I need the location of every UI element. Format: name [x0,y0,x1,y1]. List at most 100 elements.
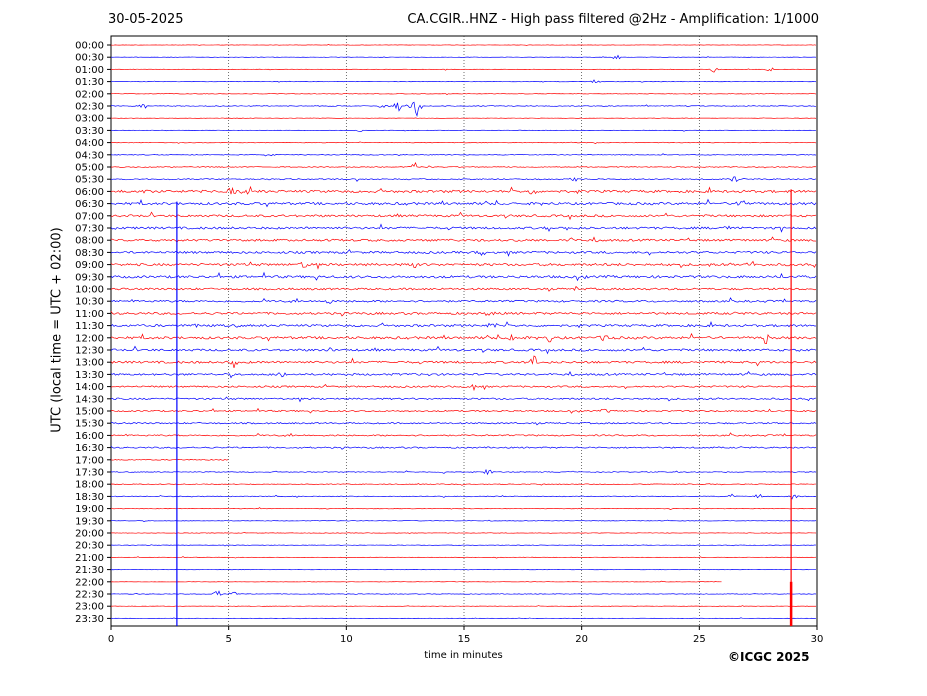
y-tick-label: 16:00 [75,431,104,442]
y-tick-label: 11:30 [75,321,104,332]
y-tick-label: 07:00 [75,211,104,222]
trace-row [110,67,817,73]
x-tick-label: 25 [693,634,706,645]
y-tick-label: 19:00 [75,504,104,515]
trace-row [110,532,817,535]
y-tick-label: 04:30 [75,150,104,161]
y-tick-label: 11:00 [75,309,104,320]
trace-row [110,468,817,476]
y-tick-label: 23:30 [75,614,104,625]
y-tick-label: 10:30 [75,297,104,308]
trace-row [110,54,817,60]
trace-row [110,458,229,461]
x-axis-ticks: 0 5 10 15 20 25 30 [108,626,824,645]
trace-row [110,568,817,571]
trace-row [110,285,817,292]
y-tick-label: 14:30 [75,394,104,405]
y-tick-label: 15:00 [75,407,104,418]
trace-row [110,371,817,379]
x-tick-label: 10 [340,634,353,645]
trace-row [110,519,817,522]
trace-row [110,44,817,46]
y-tick-label: 02:30 [75,102,104,113]
y-tick-label: 17:30 [75,468,104,479]
trace-row [110,198,817,208]
trace-row [110,176,817,182]
trace-row [110,211,817,221]
y-tick-label: 07:30 [75,224,104,235]
trace-row [110,321,817,329]
y-tick-label: 10:00 [75,285,104,296]
trace-row [110,617,817,620]
trace-row [110,407,817,414]
trace-row [110,590,817,596]
y-tick-label: 15:30 [75,419,104,430]
trace-row [110,236,817,243]
y-tick-label: 04:00 [75,138,104,149]
y-tick-label: 19:30 [75,516,104,527]
trace-row [110,260,817,270]
y-tick-label: 12:30 [75,346,104,357]
copyright-label: ©ICGC 2025 [728,650,810,664]
y-tick-label: 17:00 [75,455,104,466]
trace-row [110,249,817,257]
x-tick-label: 20 [575,634,588,645]
y-tick-label: 20:30 [75,541,104,552]
trace-row [110,297,817,304]
y-tick-label: 18:00 [75,480,104,491]
trace-row [110,223,817,233]
trace-row [110,396,817,403]
y-tick-label: 08:00 [75,236,104,247]
trace-row [110,141,817,145]
seismic-traces [110,44,817,620]
trace-row [110,432,817,437]
y-tick-label: 00:00 [75,41,104,52]
trace-row [110,271,817,282]
trace-row [110,185,817,195]
y-tick-label: 16:30 [75,443,104,454]
trace-row [110,153,817,157]
y-tick-label: 13:00 [75,358,104,369]
y-tick-label: 21:30 [75,565,104,576]
trace-row [110,605,816,607]
y-tick-label: 00:30 [75,53,104,64]
y-tick-label: 20:00 [75,529,104,540]
trace-row [110,101,817,118]
trace-row [110,493,817,500]
x-tick-label: 15 [458,634,471,645]
grid-lines [228,36,700,626]
trace-row [110,422,817,426]
y-tick-label: 22:30 [75,590,104,601]
x-axis-label-row: time in minutes [0,650,927,661]
date-label: 30-05-2025 [108,12,184,27]
trace-row [110,544,817,547]
y-tick-label: 14:00 [75,382,104,393]
y-tick-label: 06:30 [75,199,104,210]
y-tick-label: 01:00 [75,65,104,76]
y-axis-label: UTC (local time = UTC + 02:00) [49,227,65,433]
x-tick-label: 30 [811,634,824,645]
trace-row [110,129,817,132]
trace-row [110,345,817,355]
x-tick-label: 0 [108,634,114,645]
y-tick-label: 03:00 [75,114,104,125]
chart-title: CA.CGIR..HNZ - High pass filtered @2Hz -… [407,12,819,27]
trace-row [110,332,817,344]
y-tick-label: 09:30 [75,272,104,283]
y-tick-label: 08:30 [75,248,104,259]
trace-row [110,556,817,559]
y-tick-label: 05:30 [75,175,104,186]
x-tick-label: 5 [225,634,231,645]
trace-row [110,355,817,369]
trace-row [110,311,817,317]
trace-row [110,79,817,84]
y-tick-label: 06:00 [75,187,104,198]
long-spikes [176,189,793,626]
y-tick-label: 02:00 [75,89,104,100]
trace-row [110,161,817,169]
y-tick-label: 03:30 [75,126,104,137]
trace-row [110,383,817,392]
y-tick-label: 13:30 [75,370,104,381]
